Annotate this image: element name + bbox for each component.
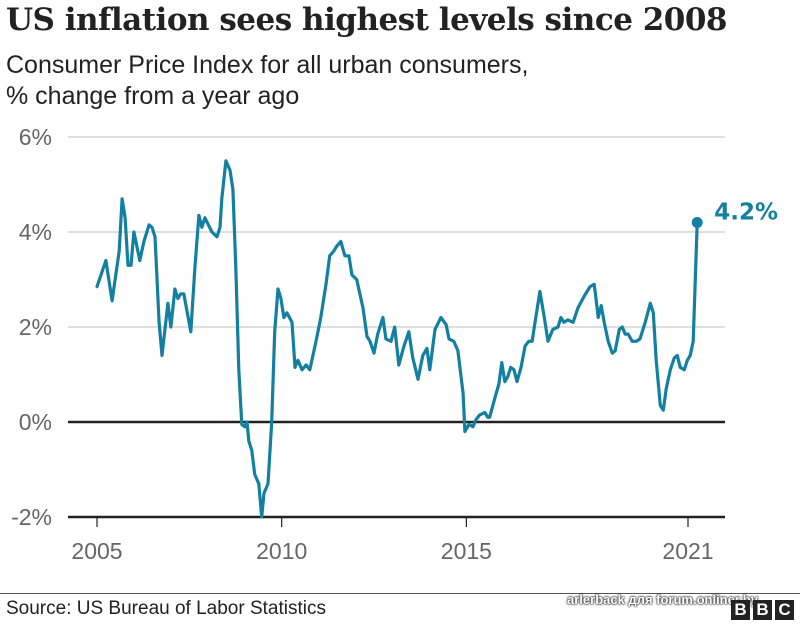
source-note: Source: US Bureau of Labor Statistics [6,598,326,619]
x-tick-label: 2010 [256,538,307,564]
chart-subtitle: Consumer Price Index for all urban consu… [6,50,528,112]
cpi-series-line [95,159,699,519]
line-chart: 6% 4% 2% 0% -2% 2005 2010 2015 2021 4.2% [11,124,778,564]
watermark: arlerback для forum.onliner.by [567,592,758,607]
chart-title: US inflation sees highest levels since 2… [6,2,728,38]
subtitle-line-1: Consumer Price Index for all urban consu… [6,51,529,79]
y-tick-label: 0% [19,409,52,435]
bbc-logo: B B C [731,600,794,620]
bbc-logo-letter: B [731,600,750,620]
series-layer [95,159,699,519]
annotation-layer: 4.2% [691,200,778,228]
bbc-logo-letter: B [753,600,772,620]
x-tick-label: 2021 [662,538,713,564]
gridlines [68,136,725,519]
y-tick-label: 2% [19,314,52,340]
latest-value-dot [691,217,703,228]
footer-divider [0,593,800,594]
subtitle-line-2: % change from a year ago [6,82,300,110]
latest-value-label: 4.2% [714,200,778,226]
x-tick-label: 2015 [441,538,492,564]
y-tick-label: -2% [11,504,52,530]
bbc-logo-letter: C [775,600,794,620]
x-axis: 2005 2010 2015 2021 [71,517,714,564]
y-tick-label: 4% [19,219,52,245]
x-tick-label: 2005 [71,538,122,564]
y-tick-label: 6% [19,124,52,150]
y-axis-labels: 6% 4% 2% 0% -2% [11,124,52,530]
